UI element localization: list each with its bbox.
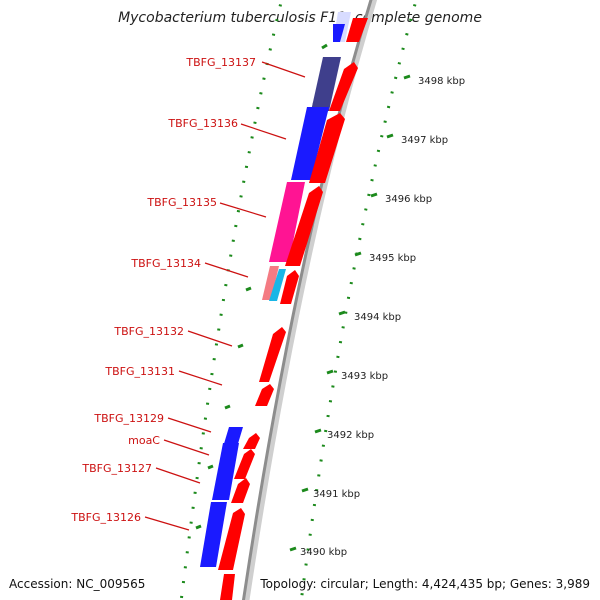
leader-tbfg-13131 [178,370,223,386]
bottom-red-feature [220,574,235,600]
outer-major-tick [403,74,411,80]
feature-moaC [212,443,239,500]
gene-label-tbfg-13134: TBFG_13134 [130,257,201,270]
inner-major-tick [207,464,214,470]
scale-label-3496-kbp: 3496 kbp [385,194,432,205]
scale-label-3498-kbp: 3498 kbp [418,76,465,87]
feature-tbfg-13127 [231,478,250,503]
leader-tbfg-13134 [204,262,249,278]
scale-label-3494-kbp: 3494 kbp [354,312,401,323]
feature-tbfg-13129-red [243,433,260,449]
leader-tbfg-13127 [155,467,201,484]
ruler-dotted-tracks [179,0,418,600]
scale-label-3492-kbp: 3492 kbp [327,430,374,441]
inner-major-tick [224,404,231,410]
scale-label-3495-kbp: 3495 kbp [369,253,416,264]
feature-tbfg-13134-red [280,270,299,304]
scale-label-3491-kbp: 3491 kbp [313,489,360,500]
scale-label-3497-kbp: 3497 kbp [401,135,448,146]
scale-label-3490-kbp: 3490 kbp [300,547,347,558]
outer-major-tick [386,133,394,139]
feature-moaC-red [234,449,255,479]
gene-label-tbfg-13126: TBFG_13126 [70,511,141,524]
feature-tbfg-13136 [291,107,329,180]
gene-label-tbfg-13136: TBFG_13136 [167,117,238,130]
gene-leader-lines [144,61,306,531]
feature-tbfg-13134-cyan [269,269,286,301]
feature-tbfg-13126 [200,502,227,567]
scale-labels: 3498 kbp 3497 kbp 3496 kbp 3495 kbp 3494… [300,76,465,558]
gene-label-tbfg-13137: TBFG_13137 [185,56,256,69]
leader-tbfg-13136 [240,123,287,140]
inner-major-tick [245,286,252,292]
leader-tbfg-13129 [167,417,212,433]
gene-label-tbfg-13129: TBFG_13129 [93,412,164,425]
outer-dotted-ruler [299,0,418,600]
feature-tbfg-13134 [262,266,279,300]
outer-major-tick [354,251,362,257]
outer-major-tick [326,369,334,375]
top-blue-feature [333,24,345,42]
feature-tbfg-13136-red [309,113,345,183]
leader-tbfg-13126 [144,516,190,531]
scale-label-3493-kbp: 3493 kbp [341,371,388,382]
gene-features [200,12,368,600]
outer-major-tick [289,546,297,552]
gene-label-tbfg-13131: TBFG_13131 [104,365,175,378]
inner-major-tick [195,524,202,530]
feature-tbfg-13131 [255,384,274,406]
gene-label-tbfg-13132: TBFG_13132 [113,325,184,338]
feature-tbfg-13132 [259,327,286,382]
feature-tbfg-13137-red [329,62,358,111]
feature-tbfg-13135-red [285,186,323,266]
leader-tbfg-13132 [187,330,233,347]
inner-major-tick [321,43,328,50]
outer-major-tick [314,428,322,434]
gene-label-moaC: moaC [128,434,160,447]
gene-label-tbfg-13135: TBFG_13135 [146,196,217,209]
feature-tbfg-13126-red [218,508,245,570]
leader-moaC [163,439,210,456]
inner-major-tick [237,343,244,349]
feature-tbfg-13137 [311,57,341,111]
gene-label-tbfg-13127: TBFG_13127 [81,462,152,475]
gene-labels: TBFG_13137 TBFG_13136 TBFG_13135 TBFG_13… [70,56,256,524]
feature-tbfg-13135 [269,182,305,262]
feature-tbfg-13129 [223,427,243,447]
leader-tbfg-13137 [261,61,306,78]
outer-major-tick [338,310,346,316]
track-shadow [243,0,378,600]
top-red-feature [346,18,368,42]
outer-major-tick [370,192,378,198]
leader-tbfg-13135 [219,202,267,218]
outer-major-tick [301,487,309,493]
